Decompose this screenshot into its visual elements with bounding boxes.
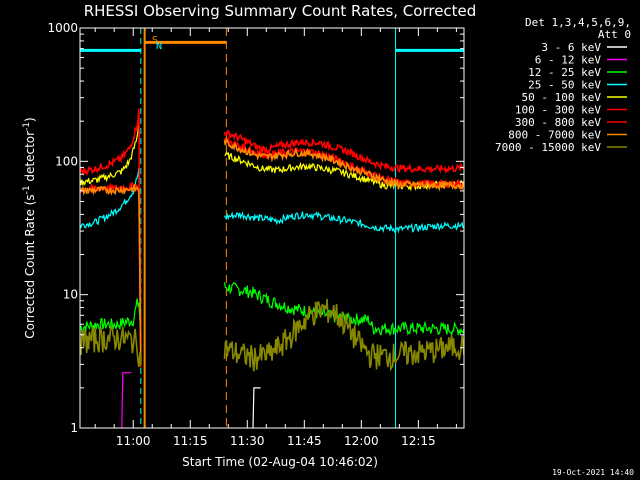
legend-header-line-1: Det 1,3,4,5,6,9, (525, 16, 631, 29)
series-line (121, 372, 132, 428)
night-flag-label: N (156, 41, 162, 52)
legend-entry-label: 3 - 6 keV (541, 41, 601, 54)
y-axis-label-end: ) (23, 117, 37, 122)
series-layer (80, 108, 464, 428)
legend-entry-label: 6 - 12 keV (535, 54, 602, 67)
chart-title: RHESSI Observing Summary Count Rates, Co… (84, 2, 477, 20)
plot-frame (79, 27, 465, 429)
y-tick-label: 100 (55, 154, 78, 168)
y-axis-label: Corrected Count Rate (s-1 detector-1) (22, 117, 37, 338)
saa-flag-label: S (152, 35, 158, 46)
y-axis-label-sup1: -1 (22, 185, 32, 194)
series-line (80, 137, 464, 363)
plot-area (80, 28, 464, 428)
x-tick-label: 12:00 (344, 434, 379, 448)
y-ticks: 1 10 100 1000 (47, 21, 464, 435)
series-line (80, 121, 464, 365)
y-axis-label-mid: detector (23, 131, 37, 186)
legend-header-line-2: Att 0 (598, 28, 631, 41)
x-tick-label: 11:15 (173, 434, 208, 448)
series-line (252, 387, 261, 428)
series-line (80, 298, 464, 372)
legend-entry-label: 12 - 25 keV (528, 66, 601, 79)
x-tick-label: 11:00 (116, 434, 151, 448)
x-axis-label: Start Time (02-Aug-04 10:46:02) (182, 455, 378, 469)
legend-entry-label: 800 - 7000 keV (508, 129, 601, 142)
x-tick-label: 12:15 (401, 434, 436, 448)
legend-entry-label: 25 - 50 keV (528, 79, 601, 92)
legend-entry-label: 100 - 300 keV (515, 104, 601, 117)
saa-indicators (143, 28, 227, 428)
x-tick-label: 11:45 (287, 434, 322, 448)
footer-stamp: 19-Oct-2021 14:40 (552, 468, 634, 477)
y-tick-label: 1000 (47, 21, 78, 35)
series-line (80, 108, 464, 365)
legend-entry-label: 50 - 100 keV (522, 91, 602, 104)
y-axis-label-main: Corrected Count Rate (s (23, 194, 37, 338)
axes (79, 27, 465, 429)
y-tick-label: 10 (63, 288, 78, 302)
x-tick-label: 11:30 (230, 434, 265, 448)
series-line (80, 168, 464, 366)
y-tick-label: 1 (70, 421, 78, 435)
y-axis-label-sup2: -1 (22, 122, 32, 131)
legend-entry-label: 7000 - 15000 keV (495, 141, 601, 154)
x-ticks: 11:00 11:15 11:30 11:45 12:00 12:15 (94, 28, 457, 448)
legend-entry-label: 300 - 800 keV (515, 116, 601, 129)
